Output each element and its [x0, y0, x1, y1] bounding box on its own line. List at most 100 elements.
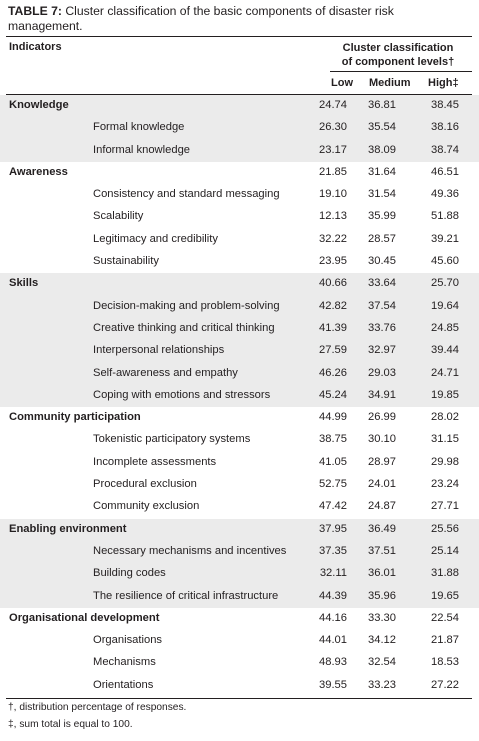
header-medium: Medium	[369, 77, 411, 89]
indicator-label: Community exclusion	[93, 500, 200, 513]
medium-value: 35.96	[368, 589, 396, 602]
category-row: Skills 40.66 33.64 25.70	[0, 273, 479, 296]
low-value: 44.01	[319, 634, 347, 647]
medium-value: 31.54	[368, 188, 396, 201]
high-value: 24.71	[431, 366, 459, 379]
high-value: 28.02	[431, 411, 459, 424]
high-value: 18.53	[431, 656, 459, 669]
high-value: 38.16	[431, 121, 459, 134]
low-value: 48.93	[319, 656, 347, 669]
table-row: Coping with emotions and stressors 45.24 3…	[0, 384, 479, 408]
table-row: Sustainability 23.95 30.45 45.60	[0, 251, 479, 273]
high-value: 23.24	[431, 478, 459, 491]
low-value: 41.39	[319, 321, 347, 334]
medium-value: 32.54	[368, 656, 396, 669]
category-label: Skills	[9, 277, 39, 290]
category-label: Awareness	[9, 165, 68, 178]
header-indicators: Indicators	[9, 41, 62, 53]
high-value: 38.45	[431, 99, 459, 111]
medium-value: 28.97	[368, 455, 396, 468]
category-label: Organisational development	[9, 611, 160, 624]
indicator-label: Incomplete assessments	[93, 455, 217, 468]
category-row: Organisational development 44.16 33.30 22.5…	[0, 608, 479, 630]
category-label: Community participation	[9, 411, 141, 424]
indicator-label: Organisations	[93, 634, 163, 647]
low-value: 32.11	[319, 567, 347, 580]
table-row: Community exclusion 47.42 24.87 27.71	[0, 496, 479, 518]
low-value: 45.24	[319, 388, 347, 401]
low-value: 44.39	[319, 589, 347, 602]
category-label: Knowledge	[9, 99, 69, 111]
high-value: 22.54	[431, 611, 459, 624]
indicator-label: Consistency and standard messaging	[93, 188, 280, 201]
indicator-label: Procedural exclusion	[93, 478, 197, 491]
high-value: 19.85	[431, 388, 459, 401]
low-value: 21.85	[319, 165, 347, 178]
table-row: Building codes 32.11 36.01 31.88	[0, 563, 479, 586]
header-sub-rule	[330, 71, 472, 72]
high-value: 51.88	[431, 210, 459, 223]
table-body: Knowledge 24.74 36.81 38.45 Formal knowledge…	[0, 95, 479, 697]
high-value: 31.88	[431, 567, 459, 580]
header-bottom-rule	[6, 94, 472, 95]
table-row: Formal knowledge 26.30 35.54 38.16	[0, 117, 479, 140]
medium-value: 29.03	[368, 366, 396, 379]
medium-value: 26.99	[368, 411, 396, 424]
header-high: High‡	[428, 77, 459, 89]
low-value: 26.30	[319, 121, 347, 134]
low-value: 44.99	[319, 411, 347, 424]
category-row: Awareness 21.85 31.64 46.51	[0, 162, 479, 184]
low-value: 19.10	[319, 188, 347, 201]
table-number: TABLE 7:	[8, 4, 62, 18]
table-row: Orientations 39.55 33.23 27.22	[0, 675, 479, 697]
medium-value: 36.81	[368, 99, 396, 111]
low-value: 39.55	[319, 678, 347, 691]
low-value: 42.82	[319, 299, 347, 312]
indicator-label: Informal knowledge	[93, 143, 191, 156]
medium-value: 32.97	[368, 344, 396, 357]
indicator-label: Scalability	[93, 210, 144, 223]
medium-value: 37.51	[368, 544, 396, 557]
table-row: Necessary mechanisms and incentives 37.35…	[0, 540, 479, 564]
high-value: 46.51	[431, 165, 459, 178]
table-row: Incomplete assessments 41.05 28.97 29.98	[0, 452, 479, 474]
medium-value: 37.54	[368, 299, 396, 312]
table-row: Creative thinking and critical thinking 4…	[0, 317, 479, 341]
high-value: 39.44	[431, 344, 459, 357]
table-row: Decision-making and problem-solving 42.82…	[0, 295, 479, 318]
table-row: Scalability 12.13 35.99 51.88	[0, 206, 479, 228]
table-row: Interpersonal relationships 27.59 32.97 39.…	[0, 340, 479, 363]
high-value: 49.36	[431, 188, 459, 201]
high-value: 27.22	[431, 678, 459, 691]
header-low: Low	[331, 77, 353, 89]
medium-value: 38.09	[368, 143, 396, 156]
medium-value: 34.91	[368, 388, 396, 401]
high-value: 25.70	[431, 277, 459, 290]
medium-value: 34.12	[368, 634, 396, 647]
table-row: Informal knowledge 23.17 38.09 38.74	[0, 139, 479, 162]
high-value: 29.98	[431, 455, 459, 468]
category-row: Community participation 44.99 26.99 28.02	[0, 407, 479, 429]
high-value: 31.15	[431, 433, 459, 446]
low-value: 32.22	[319, 232, 347, 245]
low-value: 37.35	[319, 544, 347, 557]
table-row: Mechanisms 48.93 32.54 18.53	[0, 652, 479, 674]
low-value: 23.17	[319, 143, 347, 156]
low-value: 46.26	[319, 366, 347, 379]
table-title: Cluster classification of the basic comp…	[8, 4, 394, 33]
table-caption: TABLE 7: Cluster classification of the b…	[8, 4, 470, 33]
high-value: 25.14	[431, 544, 459, 557]
table-row: The resilience of critical infrastructur…	[0, 585, 479, 608]
indicator-label: Decision-making and problem-solving	[93, 299, 280, 312]
medium-value: 33.30	[368, 611, 396, 624]
medium-value: 33.23	[368, 678, 396, 691]
medium-value: 35.99	[368, 210, 396, 223]
medium-value: 31.64	[368, 165, 396, 178]
high-value: 27.71	[431, 500, 459, 513]
indicator-label: Creative thinking and critical thinking	[93, 321, 275, 334]
footnote-double-dagger: ‡, sum total is equal to 100.	[8, 719, 133, 730]
low-value: 47.42	[319, 500, 347, 513]
high-value: 38.74	[431, 143, 459, 156]
low-value: 41.05	[319, 455, 347, 468]
